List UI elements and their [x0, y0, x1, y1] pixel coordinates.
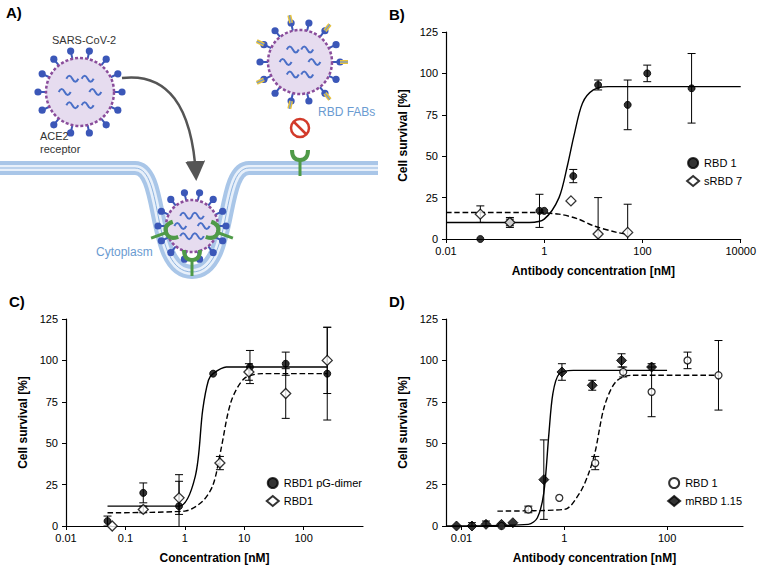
svg-text:0: 0	[432, 233, 438, 245]
svg-text:0.1: 0.1	[118, 532, 133, 544]
svg-text:RBD FABs: RBD FABs	[318, 105, 375, 119]
svg-text:Cell survival [%]: Cell survival [%]	[396, 89, 410, 182]
svg-text:Cell survival [%]: Cell survival [%]	[396, 376, 410, 469]
svg-text:Cell survival [%]: Cell survival [%]	[16, 376, 30, 469]
svg-text:125: 125	[40, 313, 58, 325]
svg-text:sRBD 7: sRBD 7	[704, 175, 742, 187]
svg-text:100: 100	[658, 532, 676, 544]
svg-text:C): C)	[9, 293, 25, 310]
svg-text:75: 75	[426, 109, 438, 121]
svg-text:mRBD 1.15: mRBD 1.15	[685, 495, 742, 507]
svg-text:10000: 10000	[725, 245, 756, 257]
svg-text:RBD1 pG-dimer: RBD1 pG-dimer	[284, 477, 363, 489]
svg-text:Cytoplasm: Cytoplasm	[96, 245, 153, 259]
svg-text:RBD 1: RBD 1	[685, 477, 717, 489]
svg-text:75: 75	[46, 396, 58, 408]
svg-text:D): D)	[389, 293, 405, 310]
svg-text:75: 75	[426, 396, 438, 408]
svg-text:1: 1	[182, 532, 188, 544]
svg-text:100: 100	[633, 245, 651, 257]
svg-text:Antibody concentration [nM]: Antibody concentration [nM]	[512, 264, 675, 278]
svg-text:0.01: 0.01	[55, 532, 76, 544]
svg-text:SARS-CoV-2: SARS-CoV-2	[52, 34, 116, 46]
svg-text:RBD1: RBD1	[284, 495, 313, 507]
svg-text:A): A)	[6, 4, 22, 21]
svg-text:1: 1	[561, 532, 567, 544]
svg-text:25: 25	[46, 479, 58, 491]
svg-text:100: 100	[294, 532, 312, 544]
svg-text:125: 125	[420, 313, 438, 325]
svg-text:25: 25	[426, 479, 438, 491]
svg-text:B): B)	[389, 6, 405, 23]
svg-text:50: 50	[46, 437, 58, 449]
svg-text:25: 25	[426, 192, 438, 204]
svg-text:100: 100	[420, 67, 438, 79]
svg-text:Antibody concentration [nM]: Antibody concentration [nM]	[513, 551, 676, 565]
svg-text:0.01: 0.01	[451, 532, 472, 544]
svg-text:10: 10	[238, 532, 250, 544]
svg-text:0: 0	[432, 520, 438, 532]
svg-text:125: 125	[420, 26, 438, 38]
svg-text:50: 50	[426, 150, 438, 162]
svg-text:50: 50	[426, 437, 438, 449]
svg-text:0: 0	[52, 520, 58, 532]
svg-text:ACE2receptor: ACE2receptor	[40, 130, 81, 155]
svg-text:0.01: 0.01	[435, 245, 456, 257]
svg-text:RBD 1: RBD 1	[704, 157, 736, 169]
svg-text:Concentration [nM]: Concentration [nM]	[160, 551, 270, 565]
svg-text:1: 1	[541, 245, 547, 257]
svg-text:100: 100	[420, 354, 438, 366]
svg-text:100: 100	[40, 354, 58, 366]
